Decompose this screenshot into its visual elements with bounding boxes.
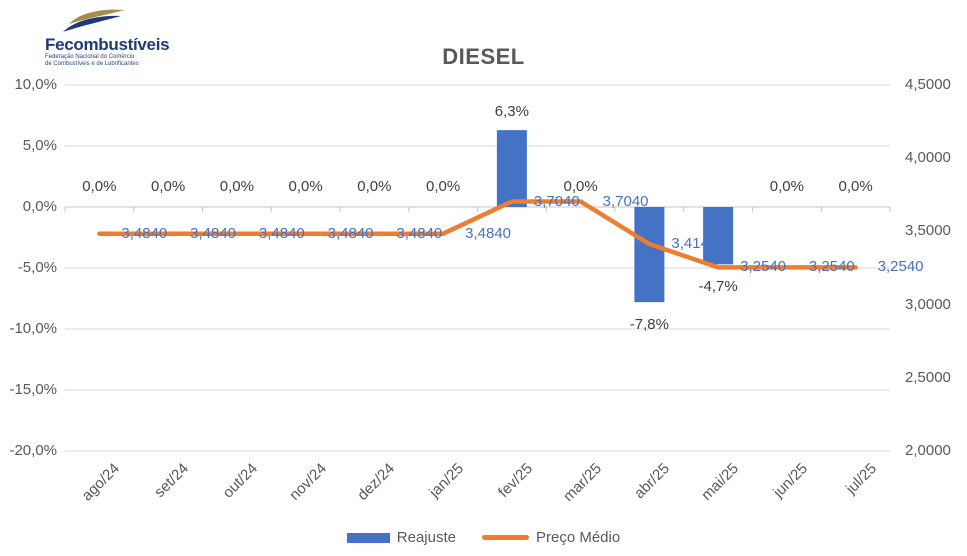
legend-item-reajuste: Reajuste	[346, 529, 456, 546]
preco-medio-line	[97, 199, 858, 270]
logo-name: Fecombustíveis	[45, 35, 170, 54]
fecombustiveis-logo: Fecombustíveis Federação Nacional do Com…	[45, 8, 205, 68]
logo-subtitle-line1: Federação Nacional do Comércio	[45, 54, 135, 60]
logo-subtitle-line2: de Combustíveis e de Lubrificantes	[45, 61, 139, 67]
reajuste-bar	[703, 207, 734, 265]
legend-label-reajuste: Reajuste	[396, 529, 456, 546]
fecombustiveis-swoosh-icon	[63, 9, 125, 32]
reajuste-bar-swatch-icon	[346, 532, 390, 543]
legend-item-preco-medio: Preço Médio	[481, 529, 621, 546]
legend-label-preco-medio: Preço Médio	[535, 529, 621, 546]
reajuste-bar	[634, 207, 665, 303]
legend: Reajuste Preço Médio	[0, 529, 967, 546]
reajuste-bar	[496, 130, 527, 207]
preco-medio-line-swatch-icon	[481, 535, 529, 540]
chart-title: DIESEL	[442, 44, 525, 69]
